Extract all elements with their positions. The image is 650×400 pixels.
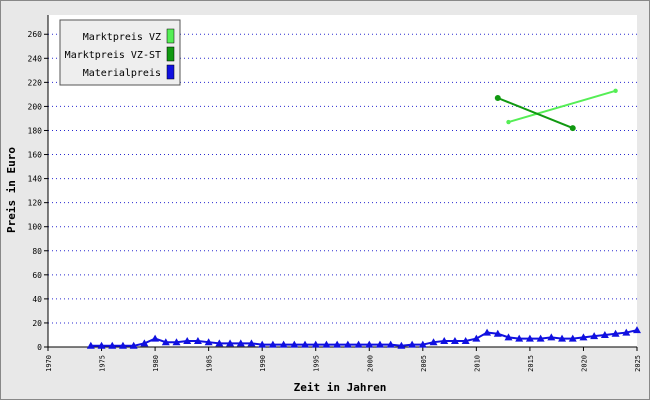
x-tick-label: 2005 — [420, 355, 428, 372]
y-tick-label: 200 — [28, 102, 43, 111]
x-tick-label: 2020 — [580, 355, 588, 372]
x-tick-label: 2025 — [634, 355, 642, 372]
x-tick-label: 1995 — [313, 355, 321, 372]
point-marker — [290, 340, 299, 348]
point-marker — [472, 334, 481, 342]
legend-label: Materialpreis — [83, 68, 161, 79]
y-tick-label: 160 — [28, 151, 43, 160]
y-tick-label: 240 — [28, 54, 43, 63]
point-marker — [613, 88, 618, 93]
point-marker — [183, 336, 192, 344]
legend-label: Marktpreis VZ — [83, 32, 161, 43]
point-marker — [579, 333, 588, 341]
y-tick-label: 100 — [28, 223, 43, 232]
series-line — [508, 89, 616, 124]
x-tick-label: 2000 — [366, 355, 374, 372]
point-marker — [375, 340, 384, 348]
point-marker — [633, 326, 641, 334]
point-marker — [193, 336, 202, 344]
point-marker — [140, 339, 149, 347]
series-line — [90, 329, 638, 347]
point-marker — [568, 334, 577, 342]
point-marker — [418, 340, 427, 348]
point-marker — [365, 340, 374, 348]
y-tick-label: 20 — [32, 319, 42, 328]
point-marker — [333, 340, 342, 348]
point-marker — [386, 340, 395, 348]
point-marker — [279, 340, 288, 348]
point-marker — [611, 329, 620, 337]
point-marker — [461, 336, 470, 344]
point-marker — [258, 340, 267, 348]
legend-label: Marktpreis VZ-ST — [65, 50, 161, 61]
point-marker — [600, 330, 609, 338]
point-marker — [151, 334, 160, 342]
point-marker — [515, 334, 524, 342]
x-tick-label: 1980 — [152, 355, 160, 372]
point-marker — [506, 119, 511, 125]
y-tick-label: 80 — [32, 247, 42, 256]
point-marker — [408, 340, 417, 348]
x-axis-title: Zeit in Jahren — [294, 381, 387, 394]
x-tick-label: 1975 — [99, 355, 107, 372]
legend-swatch — [166, 28, 175, 44]
point-marker — [226, 339, 235, 347]
point-marker — [343, 340, 352, 348]
x-tick-label: 1985 — [206, 355, 214, 372]
point-marker — [504, 333, 513, 341]
y-tick-label: 0 — [37, 343, 42, 352]
point-marker — [118, 341, 127, 349]
point-marker — [311, 340, 320, 348]
point-marker — [301, 340, 310, 348]
point-marker — [268, 340, 277, 348]
point-marker — [483, 328, 492, 336]
y-tick-label: 140 — [28, 175, 43, 184]
point-marker — [493, 329, 502, 337]
point-marker — [354, 340, 363, 348]
series-line — [497, 97, 574, 130]
point-marker — [450, 336, 459, 344]
point-marker — [204, 338, 213, 346]
point-marker — [161, 338, 170, 346]
y-tick-label: 180 — [28, 126, 43, 135]
point-marker — [397, 341, 406, 349]
x-tick-label: 2015 — [527, 355, 535, 372]
point-marker — [97, 341, 106, 349]
y-tick-label: 40 — [32, 295, 42, 304]
point-marker — [86, 341, 95, 349]
point-marker — [622, 328, 631, 336]
point-marker — [536, 334, 545, 342]
legend-swatch — [166, 64, 175, 80]
point-marker — [247, 339, 256, 347]
point-marker — [547, 333, 556, 341]
point-marker — [558, 334, 567, 342]
point-marker — [494, 95, 501, 101]
y-tick-label: 60 — [32, 271, 42, 280]
point-marker — [236, 339, 245, 347]
y-tick-label: 120 — [28, 199, 43, 208]
point-marker — [322, 340, 331, 348]
x-tick-label: 2010 — [473, 355, 481, 372]
point-marker — [172, 338, 181, 346]
point-marker — [429, 338, 438, 346]
y-tick-label: 260 — [28, 30, 43, 39]
x-tick-label: 1970 — [45, 355, 53, 372]
point-marker — [590, 332, 599, 340]
point-marker — [215, 339, 224, 347]
point-marker — [129, 341, 138, 349]
legend-box — [59, 19, 181, 86]
y-axis-title: Preis in Euro — [5, 147, 18, 233]
legend-swatch — [166, 46, 175, 62]
point-marker — [108, 341, 117, 349]
point-marker — [525, 334, 534, 342]
y-tick-label: 220 — [28, 78, 43, 87]
point-marker — [440, 336, 449, 344]
point-marker — [569, 125, 576, 132]
x-tick-label: 1990 — [259, 355, 267, 372]
